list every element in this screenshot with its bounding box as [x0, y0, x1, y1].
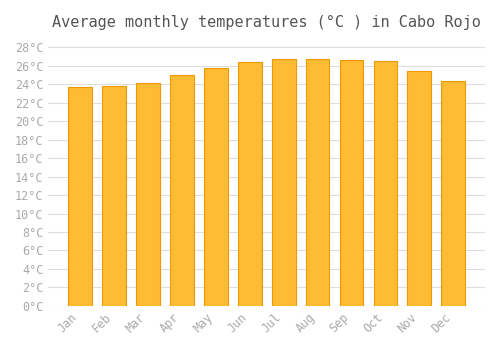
Bar: [374, 61, 398, 306]
Bar: [442, 80, 465, 306]
Bar: [238, 62, 262, 306]
Bar: [170, 75, 194, 306]
Bar: [306, 60, 330, 306]
Bar: [408, 71, 431, 306]
Bar: [68, 87, 92, 306]
Title: Average monthly temperatures (°C ) in Cabo Rojo: Average monthly temperatures (°C ) in Ca…: [52, 15, 481, 30]
Bar: [204, 68, 228, 306]
Bar: [272, 60, 295, 306]
Bar: [136, 83, 160, 306]
Bar: [102, 86, 126, 306]
Bar: [340, 60, 363, 306]
